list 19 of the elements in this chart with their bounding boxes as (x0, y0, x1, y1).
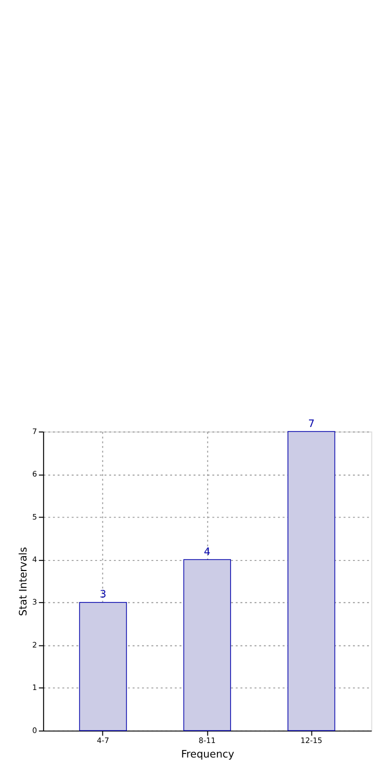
x-axis-title: Frequency (181, 748, 234, 760)
y-tick-label: 4 (32, 555, 38, 564)
y-tick-label: 0 (32, 726, 38, 735)
bar (79, 602, 127, 731)
y-tick-label: 2 (32, 640, 38, 650)
y-tick-label: 5 (32, 512, 38, 522)
y-tick-label: 6 (32, 470, 38, 479)
bar (288, 431, 336, 731)
x-tick-label: 8-11 (198, 736, 216, 746)
y-axis-title: Stat Intervals (18, 547, 30, 616)
data-label: 4 (204, 546, 210, 558)
y-tick-label: 3 (32, 598, 38, 607)
y-tick-label: 1 (32, 683, 38, 692)
x-tick-label: 4-7 (96, 736, 110, 746)
x-tick-label: 12-15 (300, 736, 322, 746)
bar (183, 559, 231, 731)
data-label: 3 (100, 588, 106, 601)
y-tick-label: 7 (32, 426, 38, 436)
data-label: 7 (308, 418, 315, 430)
